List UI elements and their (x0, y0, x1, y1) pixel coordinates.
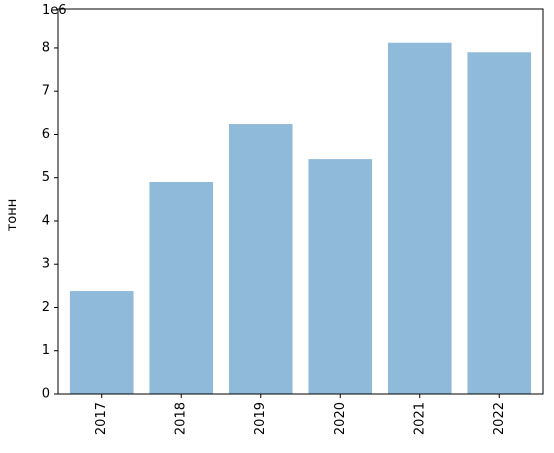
y-tick-label: 6 (42, 127, 50, 142)
y-tick-label: 0 (42, 387, 50, 402)
x-tick-label: 2021 (412, 402, 427, 435)
y-tick-label: 8 (42, 40, 50, 55)
x-tick-label: 2018 (174, 402, 189, 435)
x-tick-label: 2022 (492, 402, 507, 435)
x-tick-label: 2020 (333, 402, 348, 435)
x-tick-label: 2019 (253, 402, 268, 435)
bar (228, 124, 293, 394)
y-tick-label: 1 (42, 343, 50, 358)
y-tick-label: 7 (42, 84, 50, 99)
bar (387, 42, 452, 394)
bar (467, 52, 532, 395)
x-tick-label: 2017 (94, 402, 109, 435)
y-tick-label: 4 (42, 213, 50, 228)
y-axis-label: тонн (5, 199, 20, 232)
plot-frame (57, 8, 544, 395)
y-tick-label: 3 (42, 257, 50, 272)
bar (308, 159, 373, 394)
y-tick-label: 2 (42, 300, 50, 315)
bar (69, 291, 134, 394)
bar (149, 182, 214, 394)
y-tick-label: 5 (42, 170, 50, 185)
y-offset-label: 1e6 (42, 3, 67, 18)
